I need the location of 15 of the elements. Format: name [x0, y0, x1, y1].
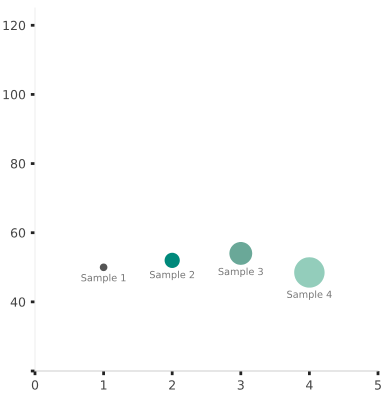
x-tick-label: 2: [169, 380, 175, 390]
x-tick-label: 4: [306, 380, 313, 390]
series-label: Sample 2: [150, 270, 194, 280]
x-tick-label: 3: [238, 380, 244, 390]
y-tick-label: 60: [10, 228, 26, 238]
series-label: Sample 4: [287, 290, 332, 300]
y-tick-label: 120: [3, 20, 26, 30]
y-tick-label: 40: [10, 297, 26, 307]
x-tick-label: 5: [374, 380, 381, 390]
x-tick-label: 1: [100, 380, 106, 390]
series-label: Sample 1: [81, 274, 126, 284]
y-tick-label: 80: [10, 159, 26, 168]
x-tick-label: 0: [32, 380, 38, 390]
y-tick-label: 100: [3, 90, 26, 100]
series-label: Sample 3: [218, 268, 263, 278]
